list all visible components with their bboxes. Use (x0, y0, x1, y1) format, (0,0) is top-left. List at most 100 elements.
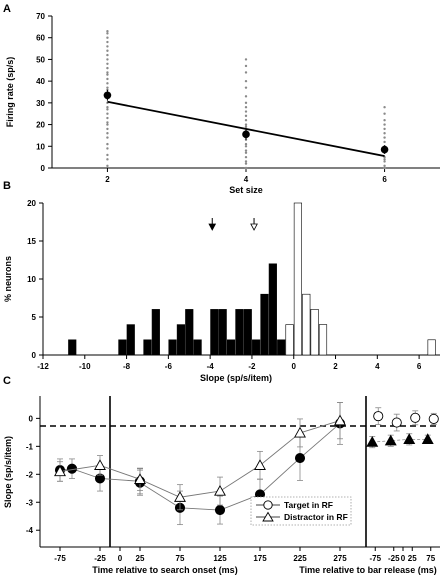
b-x-tick-label: 6 (417, 362, 422, 371)
panel-b: 0 5 10 15 20 -12 -10 -8 -6 -4 -2 0 2 4 6 Slope (sp/s/… (3, 199, 440, 383)
c-x-tick-label: 275 (333, 554, 347, 563)
a-x-tick-label: 2 (105, 175, 110, 184)
c-triangle-marker (421, 433, 434, 444)
b-histogram-bar (118, 339, 127, 356)
a-neuron-point (106, 53, 109, 57)
a-y-axis-title: Firing rate (sp/s) (5, 57, 15, 128)
c-x-tick-label: 225 (293, 554, 307, 563)
c-triangle-marker (134, 473, 146, 484)
c-legend: Target in RF Distractor in RF (250, 496, 352, 526)
a-neuron-point (383, 112, 386, 115)
legend-target-label: Target in RF (284, 500, 333, 510)
panel-a: 0 10 20 30 40 50 60 70 2 4 6 Set size Firing rate… (5, 12, 440, 195)
a-neuron-point (244, 64, 248, 68)
b-y-axis-title: % neurons (3, 256, 13, 302)
c-circle-marker (294, 453, 306, 464)
c-x-tick-label: 0 (118, 554, 123, 563)
a-y-ticks: 0 10 20 30 40 50 60 70 (36, 12, 52, 173)
a-mean-point (380, 145, 389, 154)
b-histogram-bar (318, 324, 328, 356)
a-neuron-point (106, 142, 109, 146)
a-y-tick-label: 20 (36, 121, 45, 130)
c-circle-marker (391, 417, 402, 428)
b-histogram-bar (176, 324, 185, 356)
a-neuron-point (244, 106, 248, 109)
b-x-tick-label: -2 (248, 362, 256, 371)
c-y-tick-label: 0 (29, 414, 34, 423)
c-series-line (372, 438, 428, 443)
a-neuron-point (244, 125, 248, 128)
a-neuron-point (106, 136, 109, 139)
b-histogram-bar (268, 263, 277, 356)
b-histogram-bar (310, 309, 319, 356)
a-y-tick-label: 10 (36, 142, 45, 151)
a-neuron-point (244, 151, 248, 154)
a-neuron-point (106, 132, 109, 135)
c-triangle-marker (294, 426, 306, 438)
b-x-tick-label: -12 (37, 362, 49, 371)
a-neuron-point (383, 160, 386, 163)
a-neuron-point (106, 121, 109, 124)
a-neuron-point (106, 147, 109, 150)
a-neuron-point (106, 77, 109, 81)
a-neuron-point (383, 164, 386, 168)
c-series (54, 402, 439, 526)
c-x-tick-label: 0 (401, 554, 406, 563)
a-neuron-point (106, 45, 109, 48)
a-neuron-point (244, 155, 248, 159)
c-y-axis-title: Slope (sp/s/item) (3, 436, 13, 508)
c-y-tick-label: -4 (26, 526, 34, 535)
b-histogram-bar (185, 309, 194, 356)
a-y-tick-label: 30 (36, 99, 45, 108)
a-neuron-point (106, 112, 109, 115)
c-triangle-marker (366, 436, 379, 447)
a-neuron-point (244, 79, 248, 83)
a-x-tick-label: 4 (244, 175, 249, 184)
a-y-tick-label: 70 (36, 12, 45, 21)
b-histogram-bar (126, 324, 135, 356)
b-histogram-bars (68, 202, 436, 356)
a-mean-point (242, 130, 250, 139)
c-x-tick-label: 25 (136, 554, 145, 563)
c-y-ticks: -4 -3 -2 -1 0 (26, 414, 40, 535)
a-neuron-point (106, 153, 109, 157)
c-triangle-marker (334, 414, 346, 426)
a-neuron-point (106, 73, 109, 76)
b-histogram-bar (277, 339, 286, 356)
c-series-line (59, 420, 341, 498)
a-neuron-point (244, 145, 248, 148)
a-neuron-point (244, 110, 248, 113)
b-x-tick-label: 0 (292, 362, 297, 371)
a-neuron-point (244, 95, 248, 98)
a-neuron-point (106, 49, 109, 52)
a-neuron-point (244, 149, 248, 152)
c-circle-marker (410, 412, 421, 423)
a-neuron-point (244, 86, 248, 89)
b-histogram-bar (260, 293, 269, 356)
c-x-tick-label: 75 (426, 554, 435, 563)
a-neuron-point (106, 71, 109, 74)
b-x-tick-label: -10 (79, 362, 91, 371)
a-neuron-point (106, 123, 109, 126)
legend-distractor-marker (262, 511, 274, 522)
b-y-tick-label: 15 (27, 237, 36, 246)
b-y-tick-label: 0 (32, 351, 37, 360)
a-neuron-point (106, 127, 109, 131)
c-x-tick-label: 25 (408, 554, 417, 563)
c-series-line (59, 423, 341, 511)
b-y-tick-label: 20 (27, 199, 36, 208)
b-histogram-bar (226, 339, 236, 356)
panel-a-letter: A (3, 3, 11, 15)
a-neuron-point (106, 66, 109, 70)
b-histogram-bar (218, 309, 227, 356)
b-arrow-head (208, 223, 217, 231)
c-x-tick-label: -75 (369, 554, 381, 563)
panel-c-letter: C (3, 375, 11, 387)
c-triangle-marker (54, 465, 66, 477)
panel-b-letter: B (3, 180, 11, 192)
a-x-ticks: 2 4 6 (105, 168, 387, 184)
c-triangle-marker (403, 433, 416, 444)
a-neuron-point (106, 116, 109, 120)
a-neuron-point (244, 71, 248, 74)
